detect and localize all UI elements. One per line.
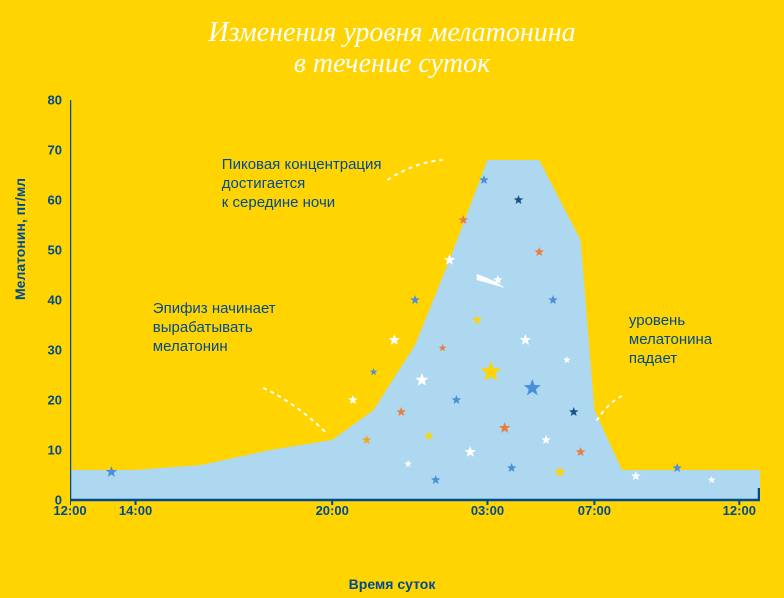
- annotation-text: Эпифиз начинаетвырабатыватьмелатонин: [153, 300, 276, 356]
- star-icon: [370, 368, 378, 375]
- callout-line: [263, 388, 325, 432]
- y-tick-label: 50: [40, 243, 62, 258]
- x-tick-label: 20:00: [316, 503, 349, 518]
- y-tick-label: 70: [40, 143, 62, 158]
- annotation-text: уровеньмелатонинападает: [629, 312, 712, 368]
- star-icon: [348, 395, 358, 404]
- star-icon: [410, 295, 420, 304]
- y-tick-label: 20: [40, 393, 62, 408]
- y-axis-label: Мелатонин, пг/мл: [12, 178, 28, 300]
- y-tick-label: 10: [40, 443, 62, 458]
- x-tick-label: 03:00: [471, 503, 504, 518]
- y-tick-label: 60: [40, 193, 62, 208]
- y-tick-label: 30: [40, 343, 62, 358]
- title-line-1: Изменения уровня мелатонина: [208, 17, 575, 48]
- y-tick-label: 80: [40, 93, 62, 108]
- chart-title: Изменения уровня мелатонина в течение су…: [208, 18, 575, 80]
- x-tick-label: 12:00: [723, 503, 756, 518]
- y-tick-label: 40: [40, 293, 62, 308]
- title-line-2: в течение суток: [208, 49, 575, 80]
- callout-line: [387, 160, 442, 180]
- star-icon: [389, 334, 400, 345]
- x-tick-label: 12:00: [53, 503, 86, 518]
- x-tick-label: 07:00: [578, 503, 611, 518]
- x-tick-label: 14:00: [119, 503, 152, 518]
- annotation-text: Пиковая концентрациядостигаетсяк середин…: [222, 156, 382, 212]
- chart-area: 0102030405060708012:0014:0020:0003:0007:…: [70, 100, 760, 540]
- x-axis-label: Время суток: [349, 576, 436, 592]
